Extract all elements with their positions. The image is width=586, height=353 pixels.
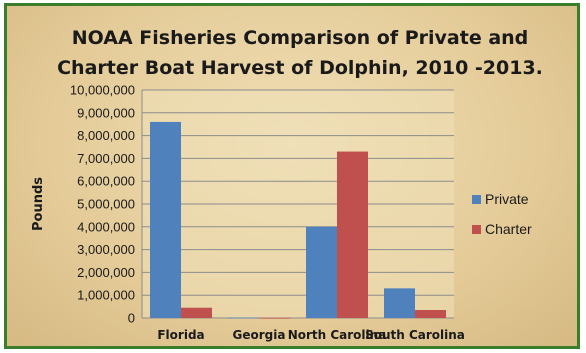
bar-private [306,226,337,318]
y-tick-labels: 0 1,000,000 2,000,000 3,000,000 4,000,000 5,0… [70,83,135,326]
chart-title-line-2: Charter Boat Harvest of Dolphin, 2010 -2… [57,57,543,79]
bar-charter [337,151,368,318]
legend-swatch-charter [472,225,481,234]
legend-swatch-private [472,195,481,204]
bar-charter [259,317,290,319]
bar-charter [415,310,446,318]
x-category-label: North Carolina [288,328,387,342]
bar-private [228,317,259,319]
x-category-label: South Carolina [365,328,465,342]
bar-private [384,288,415,318]
chart-title-line-1: NOAA Fisheries Comparison of Private and [72,27,529,49]
bar-charter [181,307,212,318]
y-axis-title: Pounds [31,177,46,231]
legend: Private Charter [472,191,532,237]
bar-private [150,121,181,318]
y-tick-label: 0 [128,311,135,326]
y-tick-label: 3,000,000 [77,242,135,257]
y-tick-label: 1,000,000 [77,288,135,303]
legend-label-charter: Charter [485,221,532,237]
gridlines [141,89,454,319]
x-category-label: Florida [157,328,204,342]
y-tick-label: 10,000,000 [70,83,135,98]
y-tick-label: 5,000,000 [77,197,135,212]
x-category-label: Georgia [233,328,286,342]
y-tick-label: 4,000,000 [77,219,135,234]
y-tick-label: 9,000,000 [77,105,135,120]
y-tick-label: 2,000,000 [77,265,135,280]
y-tick-label: 6,000,000 [77,174,135,189]
y-tick-label: 8,000,000 [77,128,135,143]
bars [150,121,446,319]
legend-label-private: Private [485,191,529,207]
y-tick-label: 7,000,000 [77,151,135,166]
